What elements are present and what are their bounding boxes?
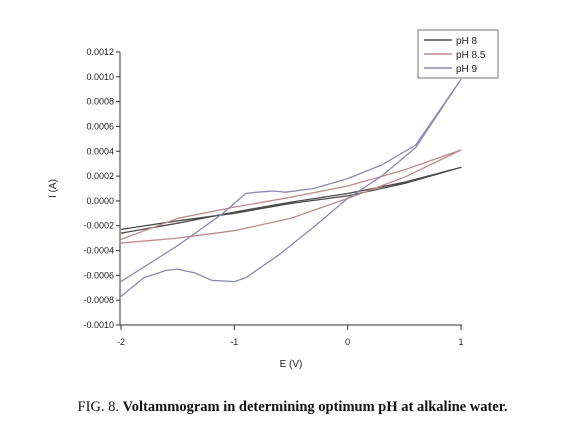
series-line-3 [120,78,462,298]
legend: pH 8 pH 8.5 pH 9 [417,29,499,79]
caption-text: Voltammogram in determining optimum pH a… [122,399,508,415]
legend-label-3: pH 9 [456,64,478,75]
legend-box [417,29,499,79]
x-tick-label: -1 [230,337,238,347]
y-tick-label: -0.0004 [83,246,114,256]
y-tick-label: 0.0008 [86,97,114,107]
caption-prefix: FIG. 8. [77,399,123,415]
x-tick-label: 0 [345,337,350,347]
x-tick-label: -2 [117,337,125,347]
y-tick-label: 0.0000 [86,196,114,206]
x-axis-label: E (V) [280,359,303,370]
figure-caption: FIG. 8. Voltammogram in determining opti… [0,399,585,416]
y-tick-label: 0.0012 [86,47,114,57]
y-tick-label: 0.0002 [86,171,114,181]
y-tick-label: -0.0002 [83,221,114,231]
y-axis-label: I (A) [48,179,59,198]
voltammogram-chart: 0.0012 0.0010 0.0008 0.0006 0.0004 0.0002 0.00… [48,29,499,370]
series-line-2 [120,149,462,244]
y-tick-label: 0.0006 [86,121,114,131]
y-tick-label: -0.0006 [83,270,114,280]
y-tick-label: -0.0010 [83,320,114,330]
y-tick-label: -0.0008 [83,295,114,305]
legend-label-1: pH 8 [456,36,478,47]
legend-label-2: pH 8.5 [456,50,486,61]
y-tick-label: 0.0004 [86,146,114,156]
y-tick-label: 0.0010 [86,72,114,82]
series-line-1 [120,166,462,234]
x-tick-label: 1 [458,337,463,347]
